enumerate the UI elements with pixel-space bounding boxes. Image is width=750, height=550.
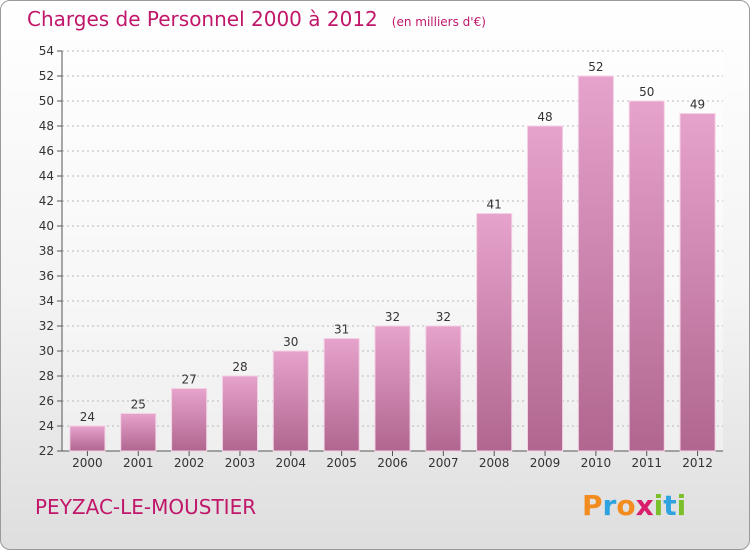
value-label-2005: 31 xyxy=(334,323,349,337)
value-label-2004: 30 xyxy=(283,335,298,349)
y-tick-label-30: 30 xyxy=(39,344,54,358)
x-tick-label-2011: 2011 xyxy=(631,456,662,470)
logo-letter: i xyxy=(653,489,664,522)
x-tick-label-2007: 2007 xyxy=(428,456,459,470)
value-label-2011: 50 xyxy=(639,85,654,99)
bar-2006 xyxy=(374,325,411,452)
bar-2000 xyxy=(69,425,106,452)
logo-letter: x xyxy=(635,489,654,522)
y-tick-label-42: 42 xyxy=(39,194,54,208)
x-tick-label-2010: 2010 xyxy=(581,456,612,470)
x-tick-label-2004: 2004 xyxy=(276,456,307,470)
x-tick-label-2009: 2009 xyxy=(530,456,561,470)
bar-2009 xyxy=(526,125,564,452)
x-tick-label-2002: 2002 xyxy=(174,456,205,470)
y-tick-label-32: 32 xyxy=(39,319,54,333)
bar-2011 xyxy=(628,100,665,452)
x-tick-label-2006: 2006 xyxy=(377,456,408,470)
bar-chart: 22 24 26 28 30 32 34 36 38 40 42 44 46 48 50 52 54 24 2000… xyxy=(39,44,723,470)
value-label-2001: 25 xyxy=(131,398,146,412)
y-tick-label-26: 26 xyxy=(39,394,54,408)
y-tick-label-52: 52 xyxy=(39,69,54,83)
x-tick-label-2005: 2005 xyxy=(326,456,357,470)
bar-2010 xyxy=(577,75,614,452)
x-tick-label-2012: 2012 xyxy=(682,456,713,470)
y-tick-label-44: 44 xyxy=(39,169,54,183)
value-label-2006: 32 xyxy=(385,310,400,324)
value-label-2000: 24 xyxy=(80,410,95,424)
y-tick-label-24: 24 xyxy=(39,419,54,433)
y-tick-label-34: 34 xyxy=(39,294,54,308)
bar-2005 xyxy=(323,338,360,452)
logo-letter: t xyxy=(663,489,677,522)
commune-name: PEYZAC-LE-MOUSTIER xyxy=(35,495,257,519)
x-tick-label-2008: 2008 xyxy=(479,456,510,470)
y-tick-label-40: 40 xyxy=(39,219,54,233)
value-label-2012: 49 xyxy=(690,98,705,112)
bar-2004 xyxy=(272,350,309,452)
y-tick-label-22: 22 xyxy=(39,444,54,458)
x-tick-label-2003: 2003 xyxy=(225,456,256,470)
bar-2008 xyxy=(476,213,513,452)
proxiti-logo: Proxiti xyxy=(582,489,686,522)
logo-letter: i xyxy=(676,489,687,522)
x-tick-label-2001: 2001 xyxy=(123,456,154,470)
y-tick-label-48: 48 xyxy=(39,119,54,133)
bar-2002 xyxy=(171,388,208,452)
chart-title: Charges de Personnel 2000 à 2012 (en mill… xyxy=(27,7,486,31)
bar-2007 xyxy=(425,325,462,452)
chart-subtitle: (en milliers d'€) xyxy=(391,15,486,29)
value-label-2002: 27 xyxy=(181,373,196,387)
bar-2003 xyxy=(221,375,259,452)
y-tick-label-38: 38 xyxy=(39,244,54,258)
bar-2001 xyxy=(120,413,157,452)
value-label-2003: 28 xyxy=(232,360,247,374)
logo-letter: P xyxy=(582,489,603,522)
chart-title-text: Charges de Personnel 2000 à 2012 xyxy=(27,7,378,31)
value-label-2007: 32 xyxy=(436,310,451,324)
y-tick-label-50: 50 xyxy=(39,94,54,108)
y-tick-label-46: 46 xyxy=(39,144,54,158)
value-label-2009: 48 xyxy=(537,110,552,124)
y-tick-label-36: 36 xyxy=(39,269,54,283)
bar-2012 xyxy=(679,113,716,452)
value-label-2008: 41 xyxy=(487,198,502,212)
value-label-2010: 52 xyxy=(588,60,603,74)
logo-letter: r xyxy=(602,489,617,522)
y-tick-label-28: 28 xyxy=(39,369,54,383)
y-tick-label-54: 54 xyxy=(39,44,54,58)
x-tick-label-2000: 2000 xyxy=(72,456,103,470)
logo-letter: o xyxy=(616,489,636,522)
